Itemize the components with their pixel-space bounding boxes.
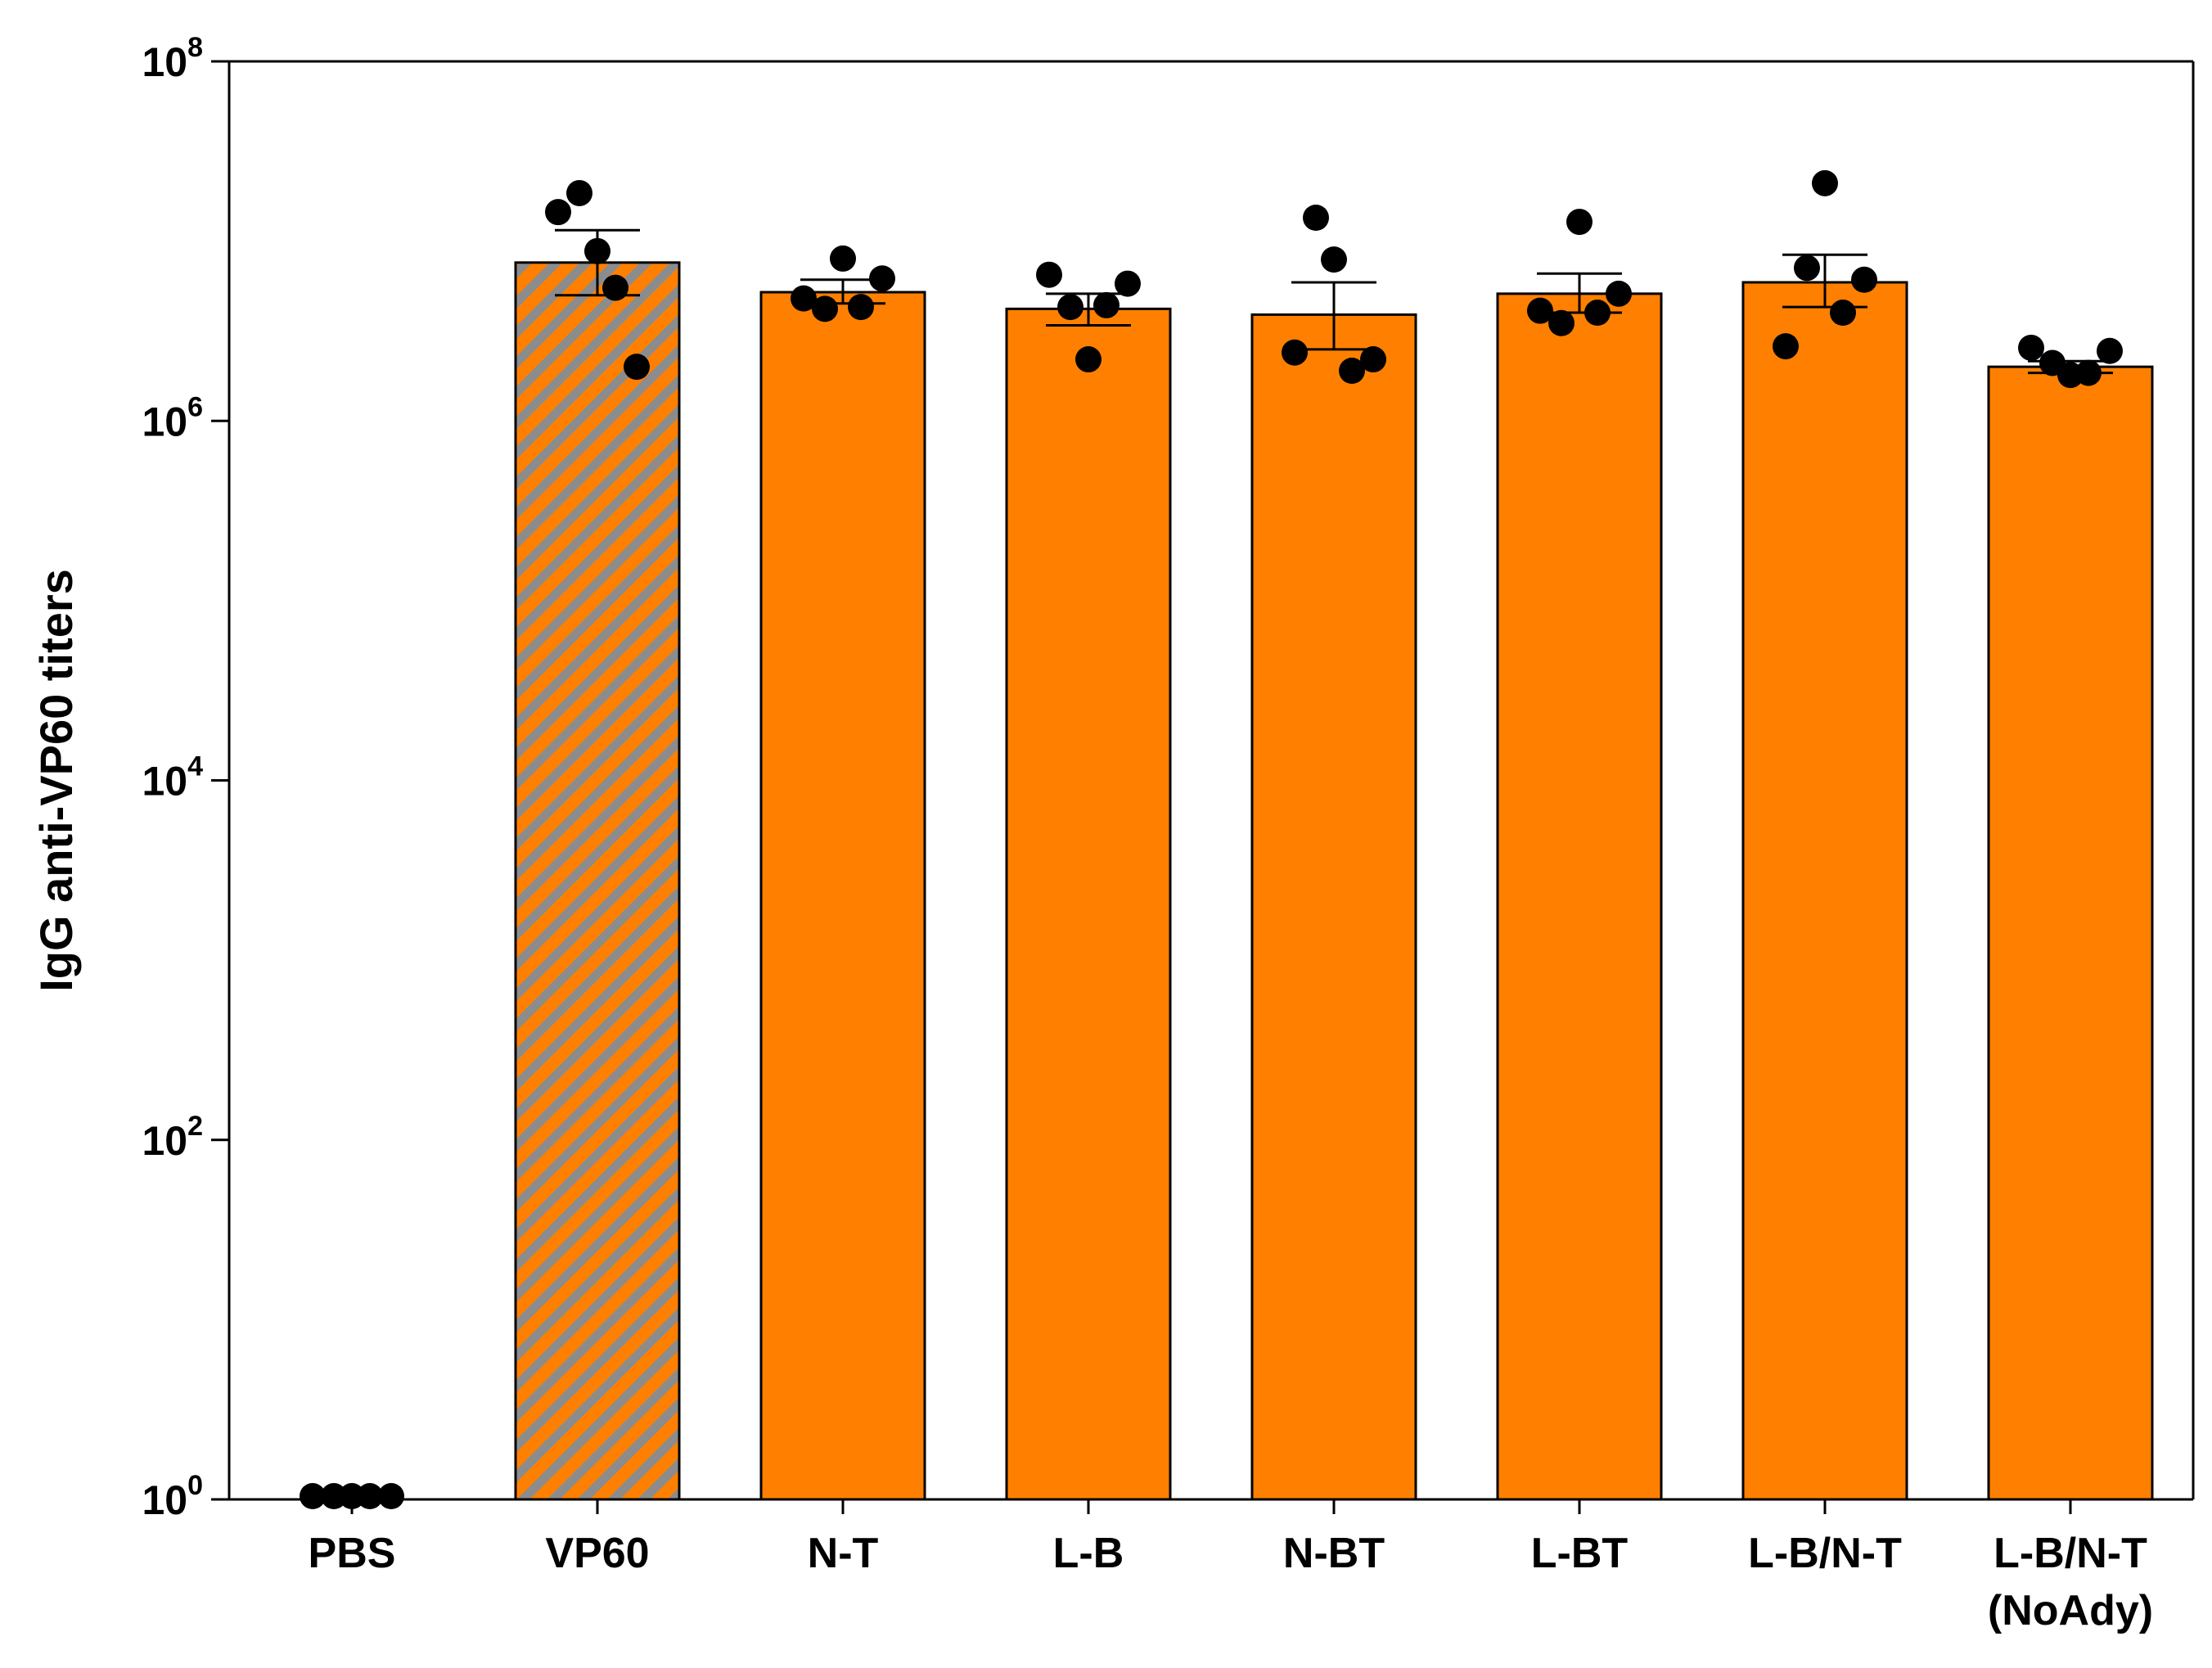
y-axis-title: IgG anti-VP60 titers [30, 569, 82, 992]
data-point-2-0 [791, 285, 817, 312]
data-point-0-2 [339, 1483, 365, 1509]
data-point-4-3 [1339, 358, 1365, 385]
bar-4 [1250, 313, 1417, 1501]
data-point-3-0 [1036, 261, 1062, 288]
data-point-0-1 [321, 1483, 347, 1509]
data-point-5-3 [1584, 300, 1611, 327]
x-tick-label-7-line-1: (NoAdy) [1988, 1587, 2153, 1634]
data-point-5-1 [1548, 309, 1575, 336]
y-tick-exponent: 0 [187, 1470, 203, 1501]
y-tick-base: 10 [142, 1118, 187, 1164]
data-point-3-3 [1093, 291, 1120, 318]
data-point-2-3 [848, 294, 874, 321]
x-tick-label-5: L-BT [1531, 1530, 1629, 1577]
data-point-0-3 [357, 1483, 383, 1509]
data-point-3-2 [1075, 346, 1101, 373]
data-point-7-4 [2097, 337, 2123, 364]
data-point-1-2 [584, 237, 610, 264]
y-tick-base: 10 [142, 1477, 187, 1523]
data-point-6-4 [1851, 266, 1877, 293]
data-point-4-4 [1360, 346, 1386, 373]
data-point-6-0 [1773, 333, 1799, 360]
y-tick-label-3: 106 [142, 391, 203, 444]
data-point-6-2 [1812, 169, 1838, 196]
y-tick-label-4: 108 [142, 32, 203, 85]
data-point-1-1 [566, 179, 592, 206]
y-tick-label-1: 102 [142, 1111, 203, 1164]
data-point-6-1 [1794, 255, 1820, 282]
data-point-2-4 [869, 265, 895, 292]
x-tick-label-4: N-BT [1283, 1530, 1385, 1577]
data-point-3-1 [1057, 294, 1083, 321]
data-point-6-3 [1830, 300, 1856, 327]
data-point-1-4 [624, 354, 650, 381]
y-tick-exponent: 2 [187, 1111, 203, 1142]
data-point-4-1 [1303, 205, 1329, 232]
data-point-7-3 [2075, 359, 2102, 386]
data-point-3-4 [1115, 270, 1141, 297]
y-tick-exponent: 4 [187, 751, 203, 782]
bar-5 [1496, 292, 1663, 1501]
data-point-1-3 [602, 274, 628, 301]
data-point-2-2 [830, 245, 856, 272]
y-tick-base: 10 [142, 399, 187, 444]
data-point-2-1 [812, 295, 838, 322]
data-point-5-0 [1527, 297, 1553, 324]
x-tick-label-3: L-B [1053, 1530, 1124, 1577]
bar-6 [1741, 281, 1908, 1501]
x-tick-label-2: N-T [808, 1530, 879, 1577]
y-tick-label-0: 100 [142, 1470, 203, 1523]
data-point-0-0 [300, 1483, 326, 1509]
y-tick-exponent: 6 [187, 391, 203, 422]
bar-3 [1005, 307, 1172, 1501]
bar-1 [514, 261, 681, 1501]
y-tick-exponent: 8 [187, 32, 203, 63]
data-point-1-0 [545, 199, 571, 226]
data-point-7-0 [2018, 334, 2044, 361]
y-tick-base: 10 [142, 759, 187, 805]
x-tick-label-1: VP60 [545, 1530, 649, 1577]
data-point-5-2 [1566, 209, 1593, 236]
x-tick-label-6: L-B/N-T [1748, 1530, 1902, 1577]
data-point-5-4 [1606, 280, 1632, 307]
bar-2 [759, 291, 926, 1501]
data-point-0-4 [378, 1483, 404, 1509]
y-tick-base: 10 [142, 39, 187, 85]
bar-7 [1987, 365, 2154, 1501]
data-point-4-0 [1282, 339, 1308, 366]
data-point-4-2 [1321, 246, 1347, 273]
x-tick-label-7: L-B/N-T [1994, 1530, 2147, 1577]
x-tick-label-0: PBS [309, 1530, 396, 1577]
y-tick-label-2: 104 [142, 751, 203, 805]
